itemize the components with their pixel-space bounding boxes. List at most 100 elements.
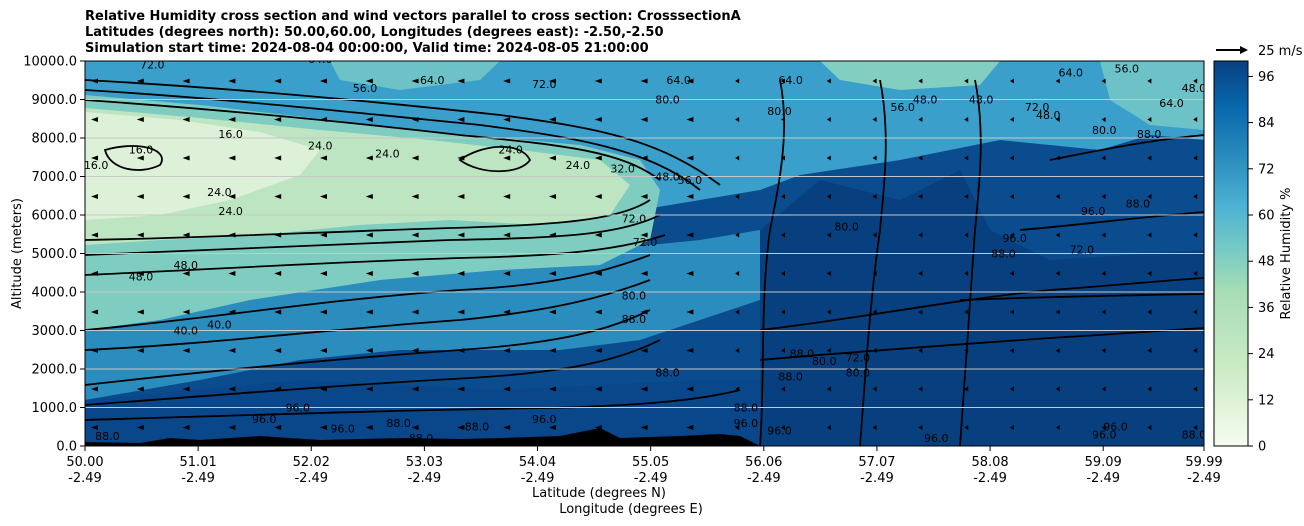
wind-vector-arrow <box>1055 386 1060 392</box>
wind-vector-arrow <box>411 155 419 161</box>
wind-vector-arrow <box>365 348 373 353</box>
wind-vector-arrow <box>320 194 327 199</box>
wind-vector-arrow <box>411 386 419 392</box>
x-tick-label-lon: -2.49 <box>181 471 215 486</box>
wind-vector-arrow <box>735 348 740 353</box>
wind-vector-arrow <box>457 386 465 392</box>
wind-vector-arrow <box>781 78 785 84</box>
contour-label: 88.0 <box>386 417 411 430</box>
x-tick-label-lat: 56.06 <box>745 455 782 470</box>
wind-vector-arrow <box>826 309 831 315</box>
wind-vector-arrow <box>640 78 648 84</box>
wind-vector-arrow <box>964 194 969 199</box>
wind-vector-arrow <box>826 425 831 430</box>
wind-vector-arrow <box>1193 155 1198 161</box>
wind-vector-arrow <box>274 386 282 392</box>
wind-vector-arrow <box>228 155 236 161</box>
wind-vector-arrow <box>411 425 419 430</box>
wind-vector-arrow <box>549 271 556 276</box>
wind-vector-arrow <box>781 155 785 161</box>
wind-vector-arrow <box>411 194 419 199</box>
wind-vector-arrow <box>826 155 831 161</box>
contour-label: 48.0 <box>913 93 938 106</box>
grid-lines <box>85 99 1204 408</box>
x-tick-label-lat: 53.03 <box>406 455 443 470</box>
wind-vector-arrow <box>686 155 694 161</box>
wind-vector-arrow <box>918 386 923 392</box>
wind-vector-arrow <box>365 232 373 238</box>
contour-label: 24.0 <box>375 147 400 160</box>
wind-vector-arrow <box>594 194 602 199</box>
wind-vector-arrow <box>503 232 511 238</box>
wind-vector-arrow <box>91 155 98 161</box>
wind-vector-arrow <box>686 78 694 84</box>
wind-vector-arrow <box>964 232 969 238</box>
wind-vector-arrow <box>826 271 831 276</box>
wind-vector-arrow <box>1010 155 1014 161</box>
wind-vector-arrow <box>1101 232 1106 238</box>
x-tick-label-lon: -2.49 <box>408 471 442 486</box>
wind-vector-arrow <box>594 271 602 276</box>
wind-vector-arrow <box>640 309 648 315</box>
wind-vector-arrow <box>228 117 236 122</box>
wind-vector-arrow <box>136 309 144 315</box>
wind-vector-arrow <box>136 117 144 122</box>
wind-vector-arrow <box>411 309 419 315</box>
wind-vector-arrow <box>918 117 923 122</box>
contour-label: 88.0 <box>778 371 803 384</box>
wind-vector-arrow <box>1055 117 1060 122</box>
contour-label: 24.0 <box>207 186 232 199</box>
wind-vector-arrow <box>964 386 969 392</box>
wind-vector-arrow <box>457 348 465 353</box>
contour-label: 80.0 <box>767 105 792 118</box>
contour-labels: 72.0 64.0 16.0 16.0 16.0 24.0 24.0 24.0 24.0 24.0… <box>84 61 1204 445</box>
wind-vector-arrow <box>549 309 556 315</box>
wind-vector-arrow <box>640 194 648 199</box>
contour-label: 80.0 <box>622 290 647 303</box>
wind-vector-arrow <box>640 386 648 392</box>
wind-vector-arrow <box>781 271 785 276</box>
wind-vector-arrow <box>136 194 144 199</box>
contour-label: 48.0 <box>1036 109 1061 122</box>
wind-vector-arrow <box>182 425 190 430</box>
wind-vector-arrow <box>457 309 465 315</box>
wind-vector-arrow <box>365 271 373 276</box>
wind-vector-arrow <box>640 232 648 238</box>
contour-label: 72.0 <box>1070 244 1095 257</box>
wind-vector-arrow <box>136 271 144 276</box>
wind-vector-arrow <box>686 232 694 238</box>
contour-label: 80.0 <box>846 367 871 380</box>
y-axis-label: Altitude (meters) <box>10 198 25 309</box>
wind-vector-arrow <box>320 386 327 392</box>
contour-label: 96.0 <box>1002 232 1027 245</box>
colorbar-tick-label: 48 <box>1258 255 1275 270</box>
vector-key-arrow-head <box>1240 46 1248 54</box>
colorbar-tick-label: 72 <box>1258 162 1275 177</box>
contour-label: 96.0 <box>767 424 792 437</box>
rh-region-boundary-layer <box>85 380 760 446</box>
colorbar-tick-label: 36 <box>1258 301 1275 316</box>
y-tick-label: 2000.0 <box>32 363 78 378</box>
wind-vector-arrow <box>1101 425 1106 430</box>
wind-vector-arrow <box>274 348 282 353</box>
x-tick-label-lat: 59.09 <box>1085 455 1122 470</box>
wind-vector-arrow <box>964 425 969 430</box>
wind-vector-arrow <box>594 232 602 238</box>
contour-label: 16.0 <box>84 159 109 172</box>
contour-label: 96.0 <box>924 432 949 445</box>
wind-vector-arrow <box>1055 155 1060 161</box>
contour-label: 56.0 <box>890 101 915 114</box>
wind-vector-arrow <box>1101 155 1106 161</box>
wind-vector-arrow <box>1010 309 1014 315</box>
colorbar-tick-label: 0 <box>1258 440 1266 455</box>
contour-label: 96.0 <box>1081 205 1106 218</box>
wind-vector-arrow <box>964 348 969 353</box>
wind-vector-arrow <box>686 194 694 199</box>
x-axis-label-longitude: Longitude (degrees E) <box>559 502 703 517</box>
wind-vector-arrow <box>136 348 144 353</box>
wind-vector-arrow <box>594 78 602 84</box>
wind-vector-arrow <box>872 155 877 161</box>
wind-vector-arrow <box>1193 117 1198 122</box>
wind-vector-arrow <box>136 232 144 238</box>
